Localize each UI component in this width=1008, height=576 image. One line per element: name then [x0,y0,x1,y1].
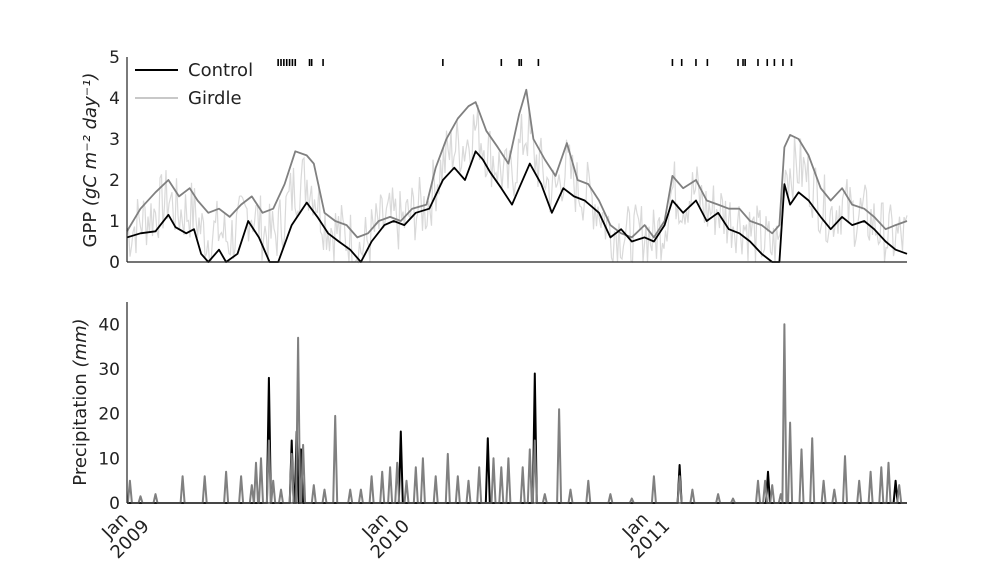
gpp-y-axis-label: GPP (gC m⁻² day⁻¹) [80,73,101,248]
precip-y-axis-label: Precipitation (mm) [70,318,91,485]
gpp-raw-traces [126,104,908,264]
gpp-raw-trace [126,104,908,264]
gpp-y-tick-labels: 0 1 2 3 4 5 [109,48,120,273]
girdle-precipitation-line [126,323,907,504]
gpp-y-tick-label: 5 [109,48,120,68]
precip-y-tick-label: 40 [98,315,120,335]
gpp-panel: 0 1 2 3 4 5 GPP (gC m⁻² day⁻¹) Control Girdle [80,48,908,273]
gpp-y-tick-label: 2 [109,171,120,191]
precip-y-tick-label: 0 [109,494,120,514]
legend-label-control: Control [188,60,253,81]
precip-y-tick-labels: 0 10 20 30 40 [98,315,120,514]
event-marks [277,59,793,66]
gpp-y-tick-label: 0 [109,253,120,273]
control-series-line [126,150,908,263]
legend-label-girdle: Girdle [188,88,242,109]
gpp-y-tick-label: 3 [109,130,120,150]
legend: Control Girdle [135,60,253,109]
precip-y-tick-label: 20 [98,405,120,425]
precip-y-tick-label: 10 [98,449,120,469]
precip-y-tick-label: 30 [98,360,120,380]
precipitation-series [126,323,907,504]
girdle-series-line [126,88,908,239]
gpp-y-tick-label: 4 [109,89,120,109]
gpp-series-lines [126,88,908,263]
gpp-y-tick-label: 1 [109,212,120,232]
